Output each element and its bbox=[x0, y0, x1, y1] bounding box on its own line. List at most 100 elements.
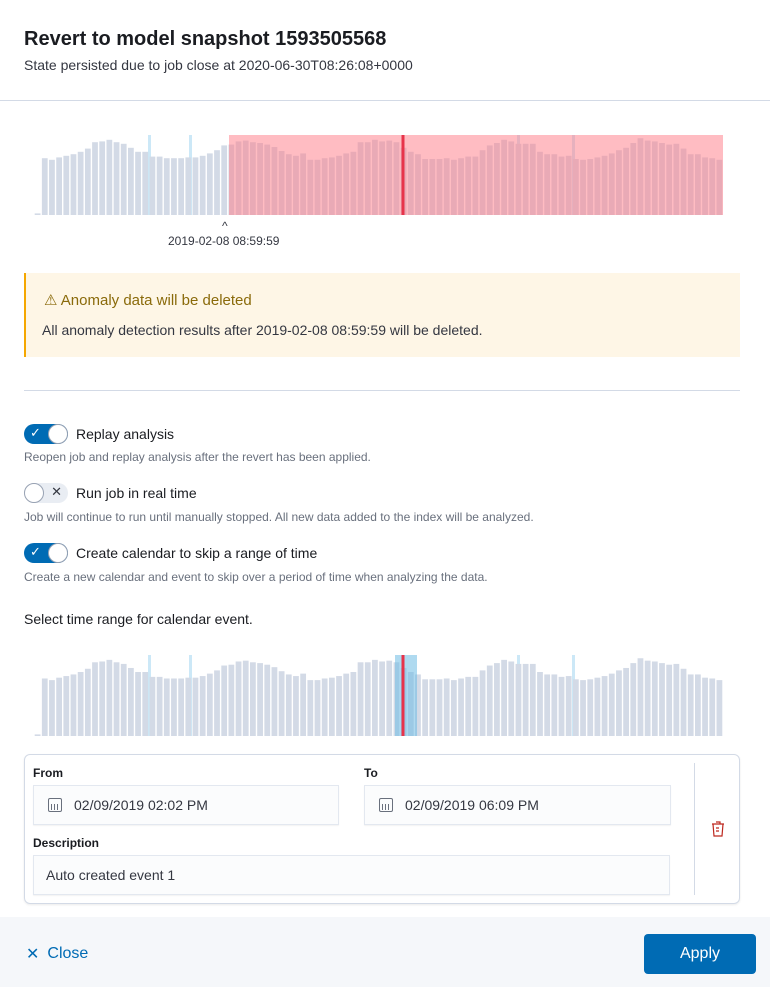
check-icon: ✓ bbox=[30, 544, 41, 559]
histogram-bar bbox=[206, 673, 213, 736]
histogram-bar bbox=[687, 674, 694, 736]
page-subtitle: State persisted due to job close at 2020… bbox=[24, 57, 413, 73]
histogram-bar bbox=[336, 676, 342, 736]
histogram-bar bbox=[558, 676, 565, 736]
histogram-bar bbox=[386, 660, 393, 736]
histogram-bar bbox=[185, 157, 192, 215]
histogram-bar bbox=[135, 151, 141, 215]
histogram-bar bbox=[544, 674, 551, 736]
callout-title: Anomaly data will be deleted bbox=[60, 292, 252, 309]
histogram-bar bbox=[149, 156, 156, 215]
histogram-bar bbox=[271, 667, 278, 736]
histogram-bar bbox=[70, 674, 77, 736]
histogram-bar bbox=[479, 670, 486, 736]
histogram-bar bbox=[49, 680, 55, 736]
histogram-bar bbox=[321, 678, 328, 736]
switch-help: Reopen job and replay analysis after the… bbox=[24, 450, 371, 464]
histogram-bar bbox=[113, 662, 120, 736]
histogram-bar bbox=[63, 155, 70, 215]
histogram-bar bbox=[443, 678, 450, 736]
page-title: Revert to model snapshot 1593505568 bbox=[24, 28, 387, 50]
close-label: Close bbox=[47, 945, 89, 962]
histogram-bar bbox=[486, 665, 493, 736]
histogram-bar bbox=[63, 676, 70, 736]
histogram-bar bbox=[659, 663, 665, 736]
anomaly-marker bbox=[148, 135, 151, 215]
histogram-bar bbox=[637, 658, 644, 736]
histogram-bar bbox=[608, 673, 615, 736]
histogram-bar bbox=[228, 664, 235, 736]
histogram-bar bbox=[494, 663, 500, 736]
histogram-bar bbox=[156, 156, 163, 215]
histogram-bar bbox=[264, 664, 271, 736]
histogram-bar bbox=[106, 139, 113, 215]
histogram-bar bbox=[307, 680, 314, 736]
histogram-bar bbox=[709, 678, 716, 736]
histogram-bar bbox=[587, 679, 594, 736]
to-value: 02/09/2019 06:09 PM bbox=[405, 797, 539, 813]
switch-help: Create a new calendar and event to skip … bbox=[24, 570, 488, 584]
histogram-bar bbox=[314, 680, 321, 736]
histogram-bar bbox=[522, 663, 529, 736]
flyout-footer: ✕ Close Apply bbox=[0, 917, 770, 987]
histogram-bar bbox=[379, 661, 385, 736]
description-label: Description bbox=[33, 836, 100, 850]
histogram-bar bbox=[163, 678, 170, 736]
histogram-bar bbox=[41, 158, 48, 215]
histogram-bar bbox=[673, 663, 680, 736]
histogram-bar bbox=[694, 674, 701, 736]
histogram-bar bbox=[178, 678, 185, 736]
histogram-bar bbox=[415, 674, 421, 736]
histogram-bar bbox=[34, 213, 41, 215]
from-date-picker[interactable]: 02/09/2019 02:02 PM bbox=[33, 785, 339, 825]
histogram-bar bbox=[285, 674, 292, 736]
toggle[interactable]: ✕ bbox=[24, 483, 68, 503]
histogram-bar bbox=[702, 677, 708, 736]
histogram-bar bbox=[171, 158, 177, 215]
replay-analysis-switch[interactable]: ✓ Replay analysis bbox=[24, 424, 174, 444]
switch-help: Job will continue to run until manually … bbox=[24, 510, 534, 524]
histogram-bar bbox=[206, 153, 213, 215]
histogram-bar bbox=[56, 157, 63, 215]
toggle[interactable]: ✓ bbox=[24, 543, 68, 563]
histogram-bar bbox=[515, 663, 522, 736]
snapshot-line bbox=[401, 135, 405, 215]
histogram-bar bbox=[350, 672, 357, 736]
histogram-bar bbox=[465, 676, 472, 736]
histogram-bar bbox=[300, 673, 307, 736]
histogram-bar bbox=[666, 664, 673, 736]
histogram-bar bbox=[644, 660, 651, 736]
histogram-bar bbox=[113, 142, 120, 215]
toggle[interactable]: ✓ bbox=[24, 424, 68, 444]
calendar-selection bbox=[395, 655, 417, 736]
close-icon: ✕ bbox=[26, 946, 40, 963]
histogram-bar bbox=[594, 677, 601, 736]
close-button[interactable]: ✕ Close bbox=[26, 944, 88, 964]
histogram-bar bbox=[106, 659, 113, 736]
histogram-bar bbox=[128, 147, 134, 215]
description-value: Auto created event 1 bbox=[46, 867, 176, 883]
flyout-header: Revert to model snapshot 1593505568 Stat… bbox=[0, 0, 770, 101]
to-date-picker[interactable]: 02/09/2019 06:09 PM bbox=[364, 785, 671, 825]
histogram-bar bbox=[328, 677, 335, 736]
histogram-bar bbox=[192, 157, 199, 215]
calendar-range-chart[interactable] bbox=[0, 645, 770, 737]
histogram-bar bbox=[572, 679, 579, 736]
histogram-bar bbox=[343, 673, 350, 736]
deleted-region bbox=[229, 135, 723, 215]
apply-button[interactable]: Apply bbox=[644, 934, 756, 974]
histogram-bar bbox=[49, 159, 55, 215]
real-time-switch[interactable]: ✕ Run job in real time bbox=[24, 483, 197, 503]
description-input[interactable]: Auto created event 1 bbox=[33, 855, 670, 895]
histogram-bar bbox=[185, 677, 192, 736]
histogram-bar bbox=[472, 676, 479, 736]
histogram-bar bbox=[77, 672, 84, 736]
create-calendar-switch[interactable]: ✓ Create calendar to skip a range of tim… bbox=[24, 543, 317, 563]
histogram-bar bbox=[565, 676, 572, 736]
histogram-bar bbox=[84, 148, 91, 215]
histogram-bar bbox=[372, 659, 378, 736]
trash-icon[interactable] bbox=[711, 821, 725, 840]
histogram-bar bbox=[450, 680, 457, 736]
histogram-bar bbox=[529, 663, 536, 736]
histogram-bar bbox=[235, 661, 242, 736]
